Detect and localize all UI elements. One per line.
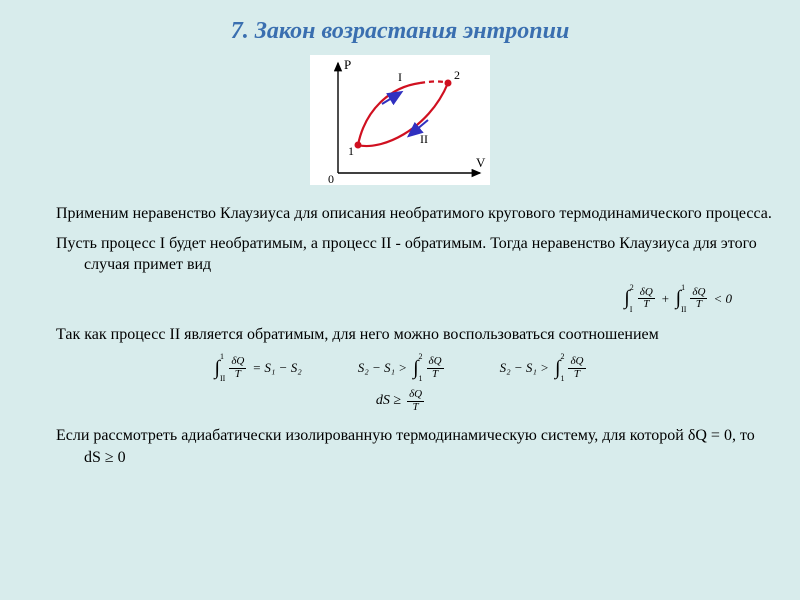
diagram-container: P V 0 1 2 I II <box>28 55 772 185</box>
origin-label: 0 <box>328 172 334 185</box>
slide: 7. Закон возрастания энтропии P V 0 <box>0 0 800 600</box>
formula-2b: S₂ − S₁ > ∫ 21 δQT <box>358 353 444 383</box>
path-upper-label: I <box>398 70 402 84</box>
formula-row-3: dS ≥ δQT <box>28 389 772 413</box>
point-1-label: 1 <box>348 144 354 158</box>
slide-title: 7. Закон возрастания энтропии <box>28 18 772 45</box>
formula-1: ∫ 2I δQT + ∫ 1II δQT < 0 <box>624 284 732 314</box>
formula-row-2: ∫ 1II δQT = S₁ − S₂ S₂ − S₁ > ∫ 21 δQT S… <box>28 353 772 383</box>
formula-row-1: ∫ 2I δQT + ∫ 1II δQT < 0 <box>28 284 772 314</box>
point-2 <box>445 80 452 87</box>
formula-3: dS ≥ δQT <box>376 389 424 413</box>
formula-2a: ∫ 1II δQT = S₁ − S₂ <box>215 353 302 383</box>
point-1 <box>355 142 362 149</box>
y-axis-label: P <box>344 57 351 72</box>
x-axis-label: V <box>476 155 486 170</box>
pv-diagram: P V 0 1 2 I II <box>310 55 490 185</box>
paragraph-2: Пусть процесс I будет необратимым, а про… <box>28 233 772 276</box>
formula-2c: S₂ − S₁ > ∫ 21 δQT <box>500 353 586 383</box>
point-2-label: 2 <box>454 68 460 82</box>
paragraph-4: Если рассмотреть адиабатически изолирова… <box>28 425 772 468</box>
paragraph-3: Так как процесс II является обратимым, д… <box>28 324 772 346</box>
path-upper-dashed <box>420 82 448 84</box>
paragraph-1: Применим неравенство Клаузиуса для описа… <box>28 203 772 225</box>
body-text: Применим неравенство Клаузиуса для описа… <box>28 203 772 469</box>
path-lower-label: II <box>420 132 428 146</box>
